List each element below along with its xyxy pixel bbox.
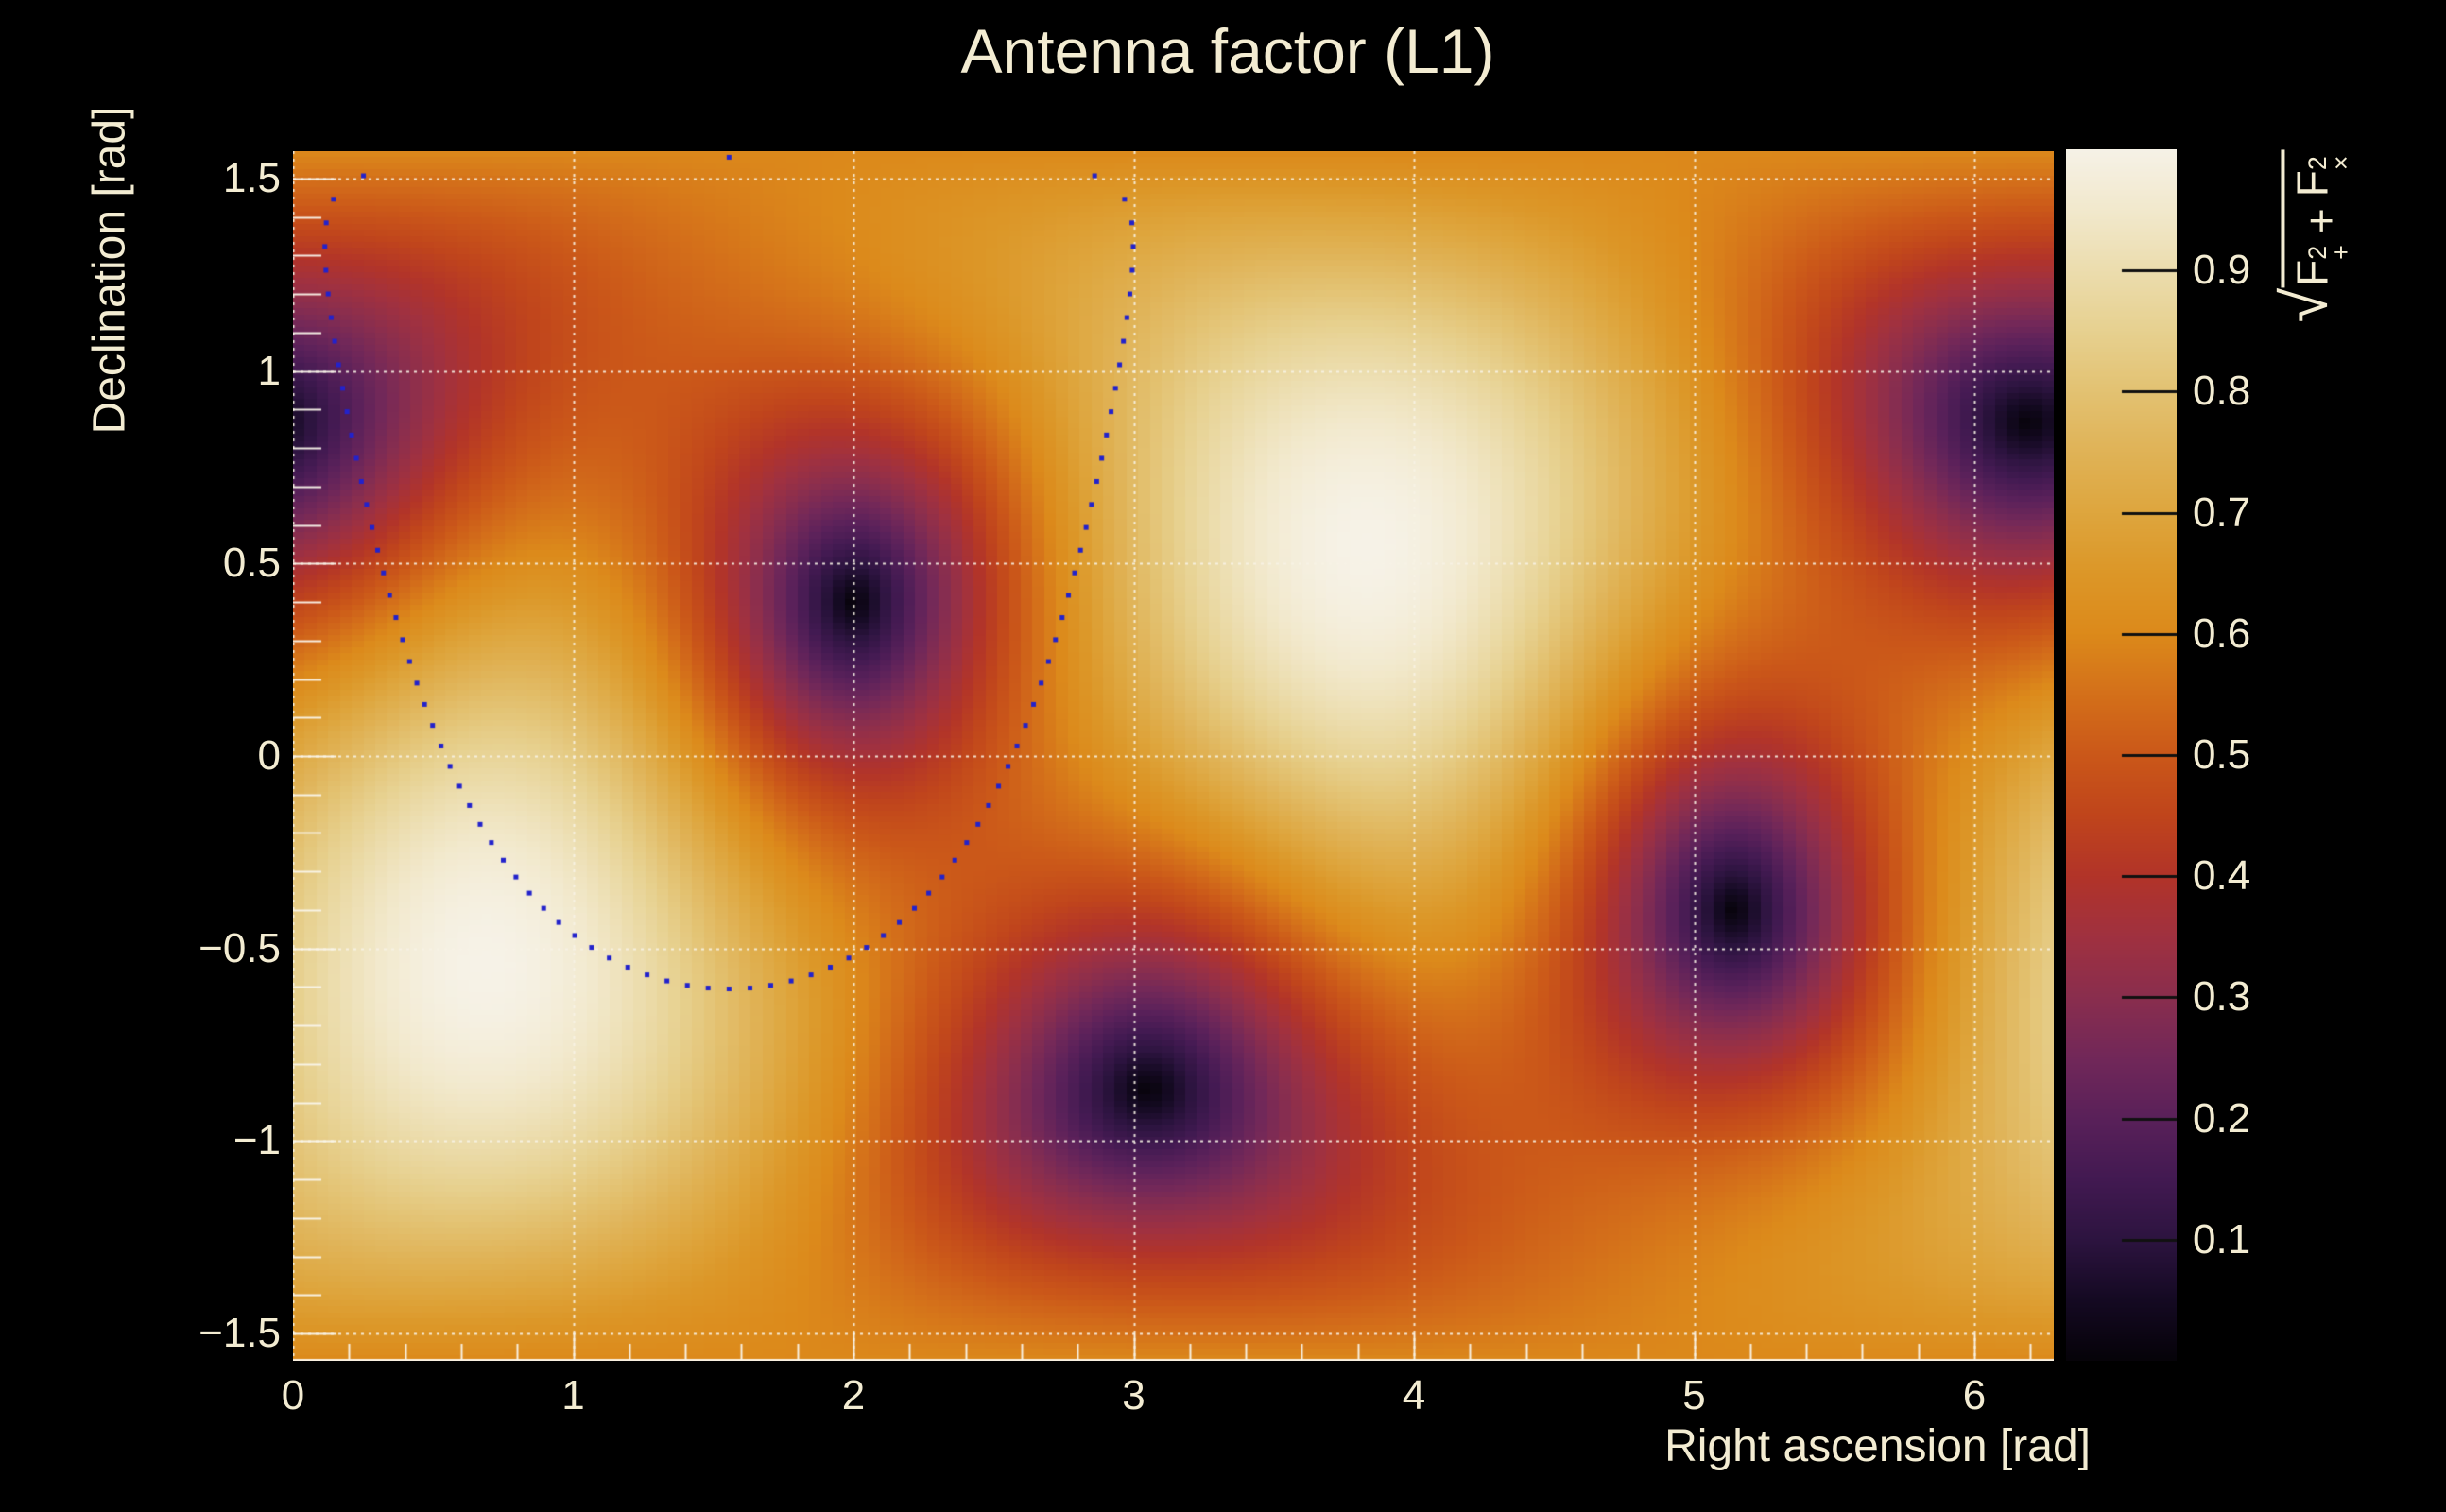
colorbar-tick-label: 0.9 (2193, 247, 2251, 294)
x-tick-label: 4 (1402, 1372, 1426, 1418)
x-tick-label: 3 (1122, 1372, 1145, 1418)
colorbar-tick-label: 0.4 (2193, 852, 2251, 900)
colorbar-tick-label: 0.7 (2193, 489, 2251, 536)
y-tick-label: 0 (257, 732, 281, 779)
fplus-squared: F 2 + (2287, 245, 2355, 286)
x-tick-label: 2 (841, 1372, 866, 1418)
y-tick-label: 1 (257, 347, 281, 394)
colorbar-tick-label: 0.2 (2193, 1094, 2251, 1142)
colorbar-tick-label: 0.6 (2193, 610, 2251, 657)
antenna-pattern-heatmap (293, 151, 2054, 1361)
x-tick-label: 0 (281, 1372, 305, 1418)
y-tick-label: 0.5 (222, 540, 281, 587)
colorbar-tick-label: 0.3 (2193, 973, 2251, 1021)
radical-sign: √ (2270, 287, 2341, 323)
plus-sign: + (2296, 208, 2345, 234)
colorbar-tick-label: 0.1 (2193, 1215, 2251, 1263)
colorbar-gradient (2066, 149, 2177, 1361)
y-tick-label: −1 (233, 1117, 281, 1164)
chart-title: Antenna factor (L1) (960, 16, 1495, 86)
x-tick-label: 5 (1682, 1372, 1706, 1418)
colorbar-tick-label: 0.5 (2193, 731, 2251, 778)
x-axis-title: Right ascension [rad] (1664, 1421, 2091, 1471)
fcross-squared: F 2 × (2287, 155, 2355, 198)
x-tick-label: 1 (561, 1372, 585, 1418)
radicand: F 2 + + F 2 × (2281, 149, 2355, 288)
y-tick-label: 1.5 (222, 154, 281, 201)
y-tick-label: −1.5 (198, 1310, 281, 1357)
colorbar-tick-label: 0.8 (2193, 368, 2251, 415)
y-tick-label: −0.5 (198, 924, 281, 971)
colorbar-title: √ F 2 + + F 2 × (2270, 149, 2355, 323)
x-tick-label: 6 (1962, 1372, 1987, 1418)
